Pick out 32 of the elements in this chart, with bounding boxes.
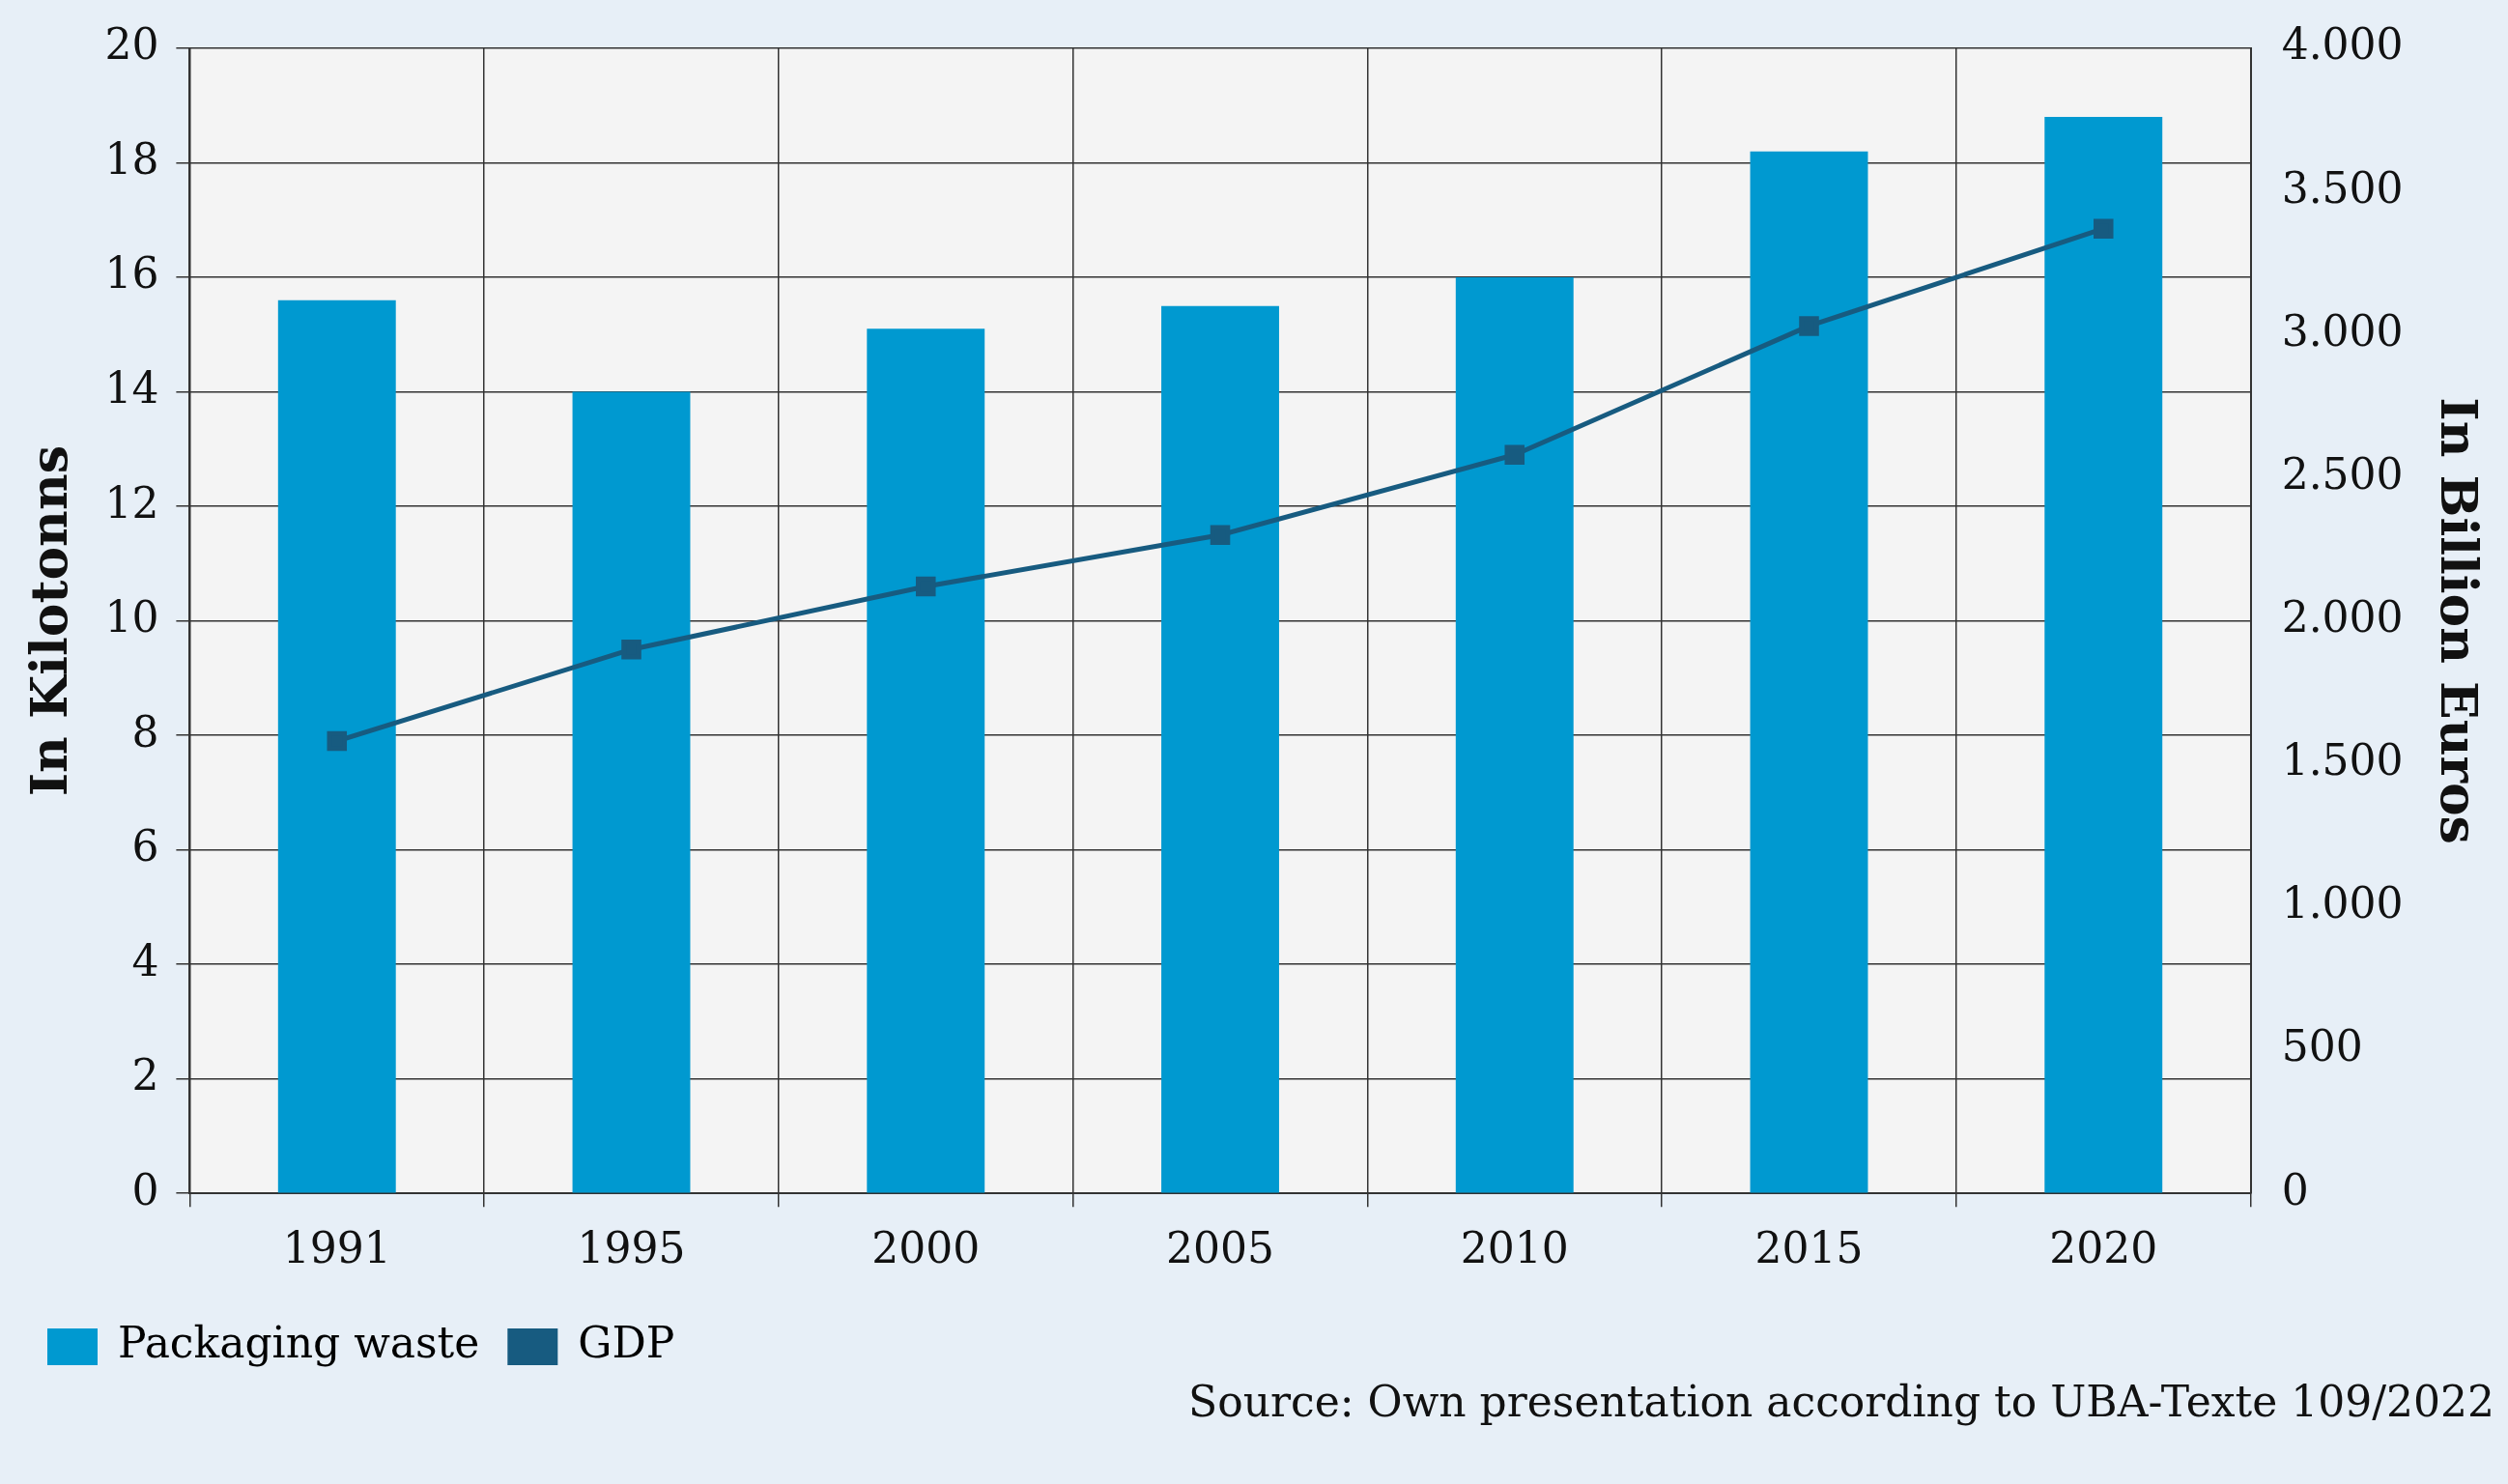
y2-axis-title: In Billion Euros (2430, 397, 2490, 844)
y2-tick-label: 3.000 (2281, 305, 2404, 356)
y-tick-label: 6 (131, 821, 159, 871)
source-note: Source: Own presentation according to UBA-Texte 109/2022 (1188, 1377, 2494, 1426)
y-tick-label: 12 (104, 477, 159, 528)
y-tick-label: 4 (131, 935, 159, 985)
x-tick-label: 2015 (1754, 1223, 1864, 1273)
x-tick-label: 2010 (1460, 1223, 1569, 1273)
x-tick-label: 1995 (577, 1223, 686, 1273)
y2-tick-label: 1.500 (2281, 735, 2404, 785)
legend-label: GDP (578, 1318, 675, 1368)
y-tick-label: 16 (104, 248, 159, 299)
y2-tick-label: 2.000 (2281, 592, 2404, 642)
x-tick-label: 2000 (871, 1223, 981, 1273)
y-tick-label: 8 (131, 706, 159, 756)
y-tick-label: 10 (104, 592, 159, 642)
y2-tick-label: 2.500 (2281, 448, 2404, 499)
y-tick-label: 0 (131, 1164, 159, 1214)
x-tick-label: 2005 (1166, 1223, 1274, 1273)
y-tick-label: 20 (104, 19, 159, 70)
y2-tick-label: 4.000 (2281, 19, 2404, 70)
y2-tick-label: 0 (2281, 1164, 2309, 1214)
y-axis-title: In Kilotonns (18, 444, 78, 797)
y-tick-label: 18 (104, 133, 159, 184)
y-tick-label: 14 (104, 363, 159, 413)
y-tick-label: 2 (131, 1050, 159, 1100)
x-tick-label: 1991 (282, 1223, 391, 1273)
legend-label: Packaging waste (118, 1318, 480, 1368)
x-tick-label: 2020 (2049, 1223, 2158, 1273)
y2-tick-label: 1.000 (2281, 878, 2404, 928)
y2-tick-label: 500 (2281, 1021, 2363, 1071)
y2-tick-label: 3.500 (2281, 162, 2404, 213)
